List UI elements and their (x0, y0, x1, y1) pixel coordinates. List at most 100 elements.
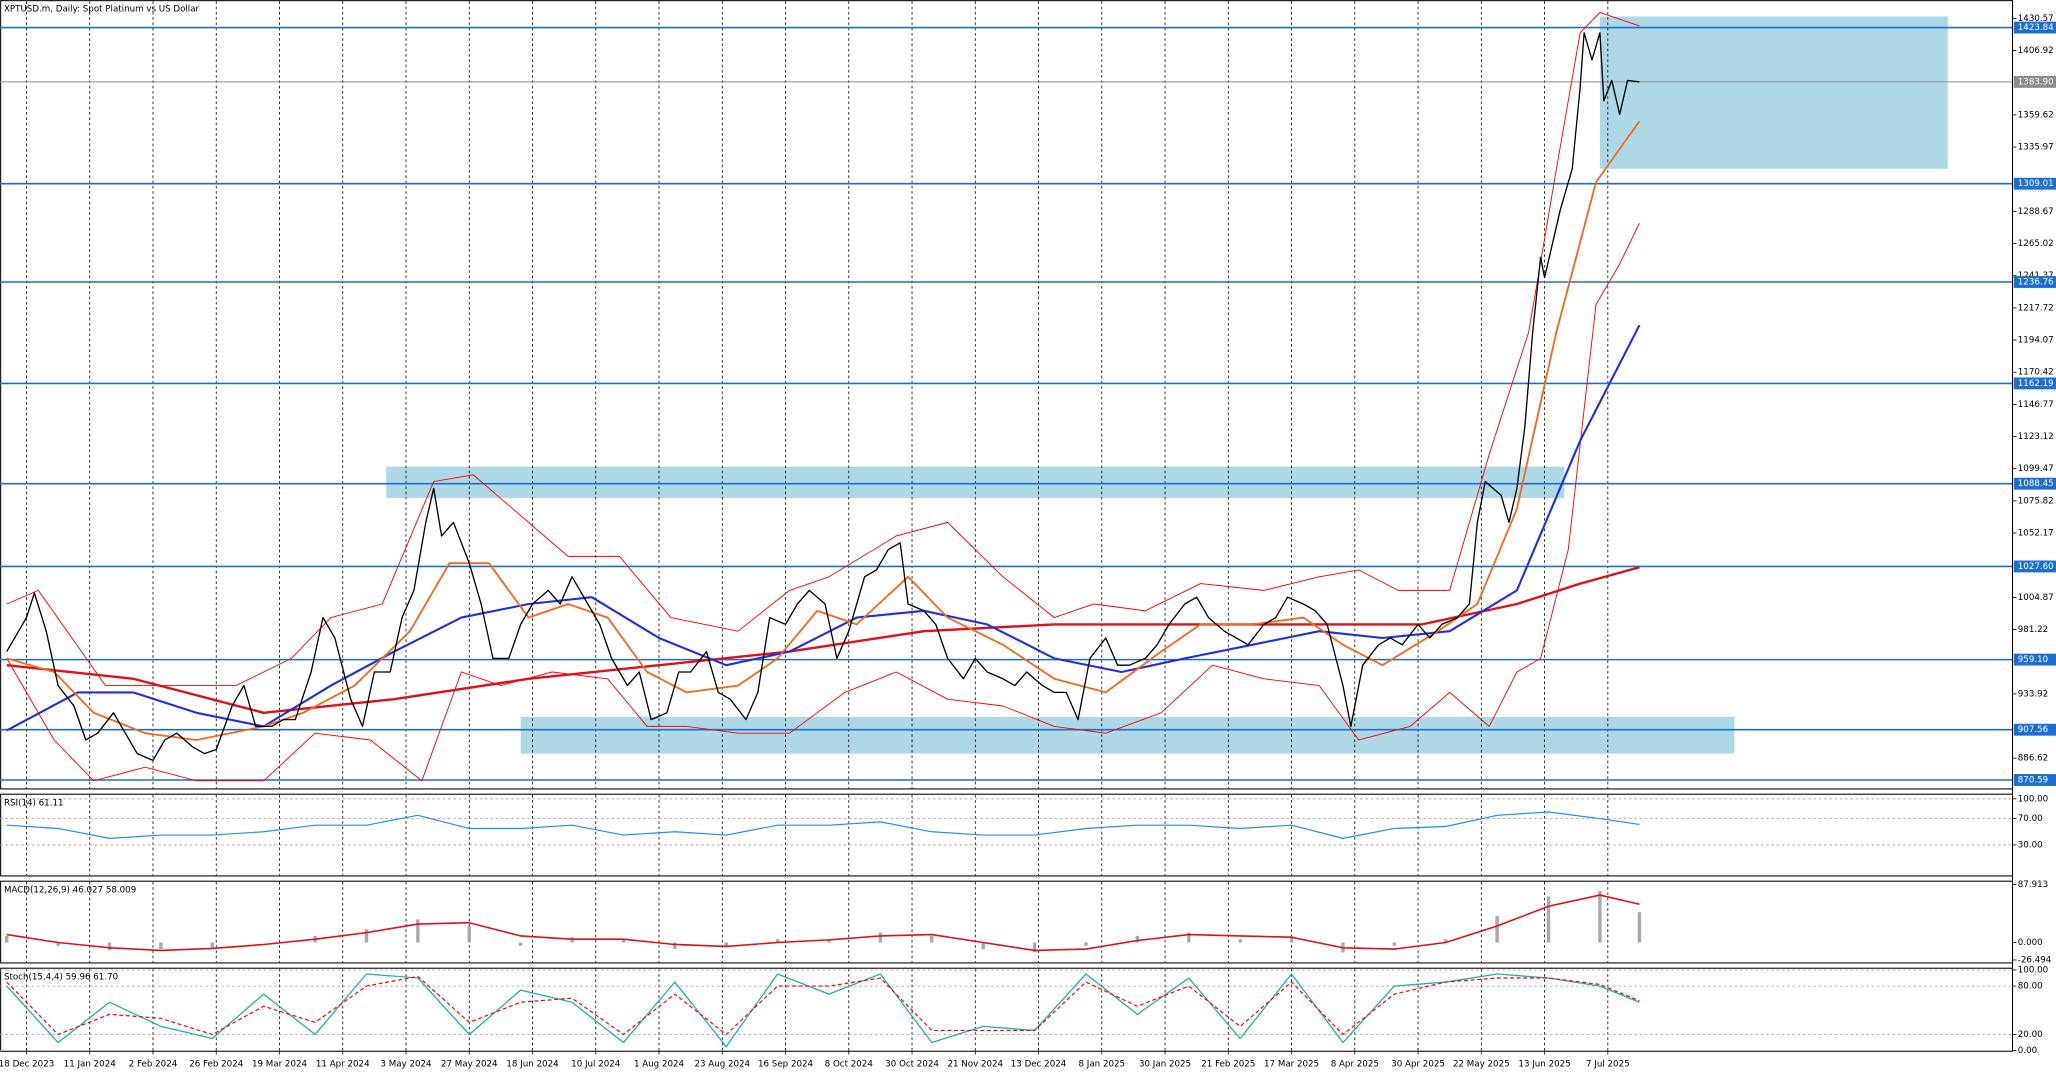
y-tick-label: 1004.87 (2018, 593, 2054, 603)
x-tick-label: 2 Feb 2024 (129, 1059, 178, 1069)
x-tick-label: 13 Jun 2025 (1518, 1059, 1570, 1069)
x-tick-label: 11 Jan 2024 (64, 1059, 117, 1069)
y-tick-label: 80.00 (2018, 982, 2043, 992)
series-line (6, 32, 1640, 762)
level-label: 907.56 (2018, 725, 2048, 735)
histogram-bar (1495, 916, 1499, 943)
level-label: 1423.84 (2018, 23, 2054, 33)
y-tick-label: 0.000 (2018, 938, 2043, 948)
x-tick-label: 16 Sep 2024 (758, 1059, 814, 1069)
y-tick-label: 1430.57 (2018, 14, 2054, 24)
y-tick-label: 30.00 (2018, 840, 2043, 850)
histogram-bar (1546, 896, 1551, 943)
level-tag (2013, 21, 2056, 34)
histogram-bar (518, 942, 523, 946)
level-label: 1309.01 (2018, 179, 2054, 189)
histogram-bar (930, 935, 934, 943)
x-tick-label: 19 Mar 2024 (252, 1059, 308, 1069)
series-line (6, 11, 1640, 687)
series-line (6, 222, 1640, 782)
histogram-bar (467, 926, 471, 943)
x-tick-label: 26 Feb 2024 (189, 1059, 244, 1069)
y-tick-label: 1265.02 (2018, 239, 2054, 249)
y-tick-label: 100.00 (2018, 794, 2048, 804)
x-tick-label: 18 Jun 2024 (506, 1059, 559, 1069)
level-label: 1236.76 (2018, 277, 2054, 287)
histogram-bar (210, 942, 215, 948)
x-tick-label: 8 Oct 2024 (825, 1059, 874, 1069)
y-tick-label: 1170.42 (2018, 368, 2054, 378)
histogram-bar (1238, 939, 1242, 943)
level-label: 870.59 (2018, 775, 2048, 785)
panel-title: XPTUSD.m, Daily: Spot Platinum vs US Dol… (4, 5, 200, 15)
y-tick-label: 1194.07 (2018, 336, 2054, 346)
x-tick-label: 21 Feb 2025 (1201, 1059, 1255, 1069)
y-tick-label: -26.494 (2018, 955, 2052, 965)
series-line (6, 894, 1640, 952)
level-tag (2013, 177, 2056, 190)
panel-title: MACD(12,26,9) 46.027 58.009 (4, 885, 136, 895)
histogram-bar (1032, 942, 1037, 953)
y-tick-label: 1359.62 (2018, 110, 2054, 120)
x-tick-label: 8 Jan 2025 (1079, 1059, 1126, 1069)
histogram-bar (1289, 935, 1294, 943)
panel-title: Stoch(15,4,4) 59.96 61.70 (4, 972, 118, 982)
histogram-bar (1187, 932, 1191, 943)
x-tick-label: 13 Dec 2024 (1011, 1059, 1067, 1069)
level-tag (2013, 653, 2056, 666)
y-tick-label: 70.00 (2018, 814, 2043, 824)
level-tag (2013, 276, 2056, 288)
level-tag (2013, 774, 2056, 786)
level-label: 1162.19 (2018, 379, 2054, 389)
histogram-bar (56, 942, 60, 946)
x-tick-label: 22 May 2025 (1453, 1059, 1510, 1069)
level-tag (2013, 723, 2056, 736)
histogram-bar (1637, 912, 1642, 943)
level-label: 959.10 (2018, 655, 2048, 665)
x-tick-label: 3 May 2024 (380, 1059, 432, 1069)
x-tick-label: 1 Aug 2024 (634, 1059, 685, 1069)
histogram-bar (107, 942, 112, 951)
y-tick-label: 1075.82 (2018, 496, 2054, 506)
histogram-bar (878, 932, 883, 943)
y-tick-label: 1217.72 (2018, 303, 2054, 313)
y-tick-label: 1288.67 (2018, 207, 2054, 217)
y-tick-label: 1146.77 (2018, 400, 2054, 410)
zone (520, 716, 1735, 754)
x-tick-label: 8 Apr 2025 (1331, 1059, 1379, 1069)
x-tick-label: 10 Jul 2024 (571, 1059, 621, 1069)
histogram-bar (1444, 939, 1448, 943)
series-line (6, 975, 1640, 1036)
x-tick-label: 18 Dec 2023 (0, 1059, 54, 1069)
histogram-bar (5, 935, 9, 943)
x-tick-label: 17 Mar 2025 (1264, 1059, 1319, 1069)
level-label: 1027.60 (2018, 562, 2054, 572)
histogram-bar (724, 942, 728, 946)
histogram-bar (1084, 942, 1088, 946)
y-tick-label: 100.00 (2018, 965, 2048, 975)
series-line (6, 120, 1641, 741)
histogram-bar (981, 942, 985, 950)
panel-title: RSI(14) 61.11 (4, 798, 64, 808)
y-tick-label: 1123.12 (2018, 432, 2054, 442)
level-tag (2013, 560, 2056, 573)
y-tick-label: 1099.47 (2018, 464, 2054, 474)
y-tick-label: 1335.97 (2018, 143, 2054, 153)
y-tick-label: 1052.17 (2018, 529, 2054, 539)
x-tick-label: 30 Jan 2025 (1139, 1059, 1191, 1069)
histogram-bar (1392, 942, 1397, 946)
price-tag (2013, 75, 2056, 88)
level-tag (2013, 477, 2056, 490)
level-label: 1088.45 (2018, 479, 2054, 489)
histogram-bar (673, 942, 677, 950)
y-tick-label: 886.62 (2018, 754, 2048, 764)
series-line (6, 324, 1641, 732)
y-tick-label: 87.913 (2018, 880, 2048, 890)
x-tick-label: 27 May 2024 (441, 1059, 498, 1069)
histogram-bar (364, 929, 369, 943)
y-tick-label: 933.92 (2018, 689, 2048, 699)
x-tick-label: 23 Aug 2024 (694, 1059, 750, 1069)
x-tick-label: 21 Nov 2024 (947, 1059, 1003, 1069)
price-label: 1383.90 (2018, 77, 2054, 87)
